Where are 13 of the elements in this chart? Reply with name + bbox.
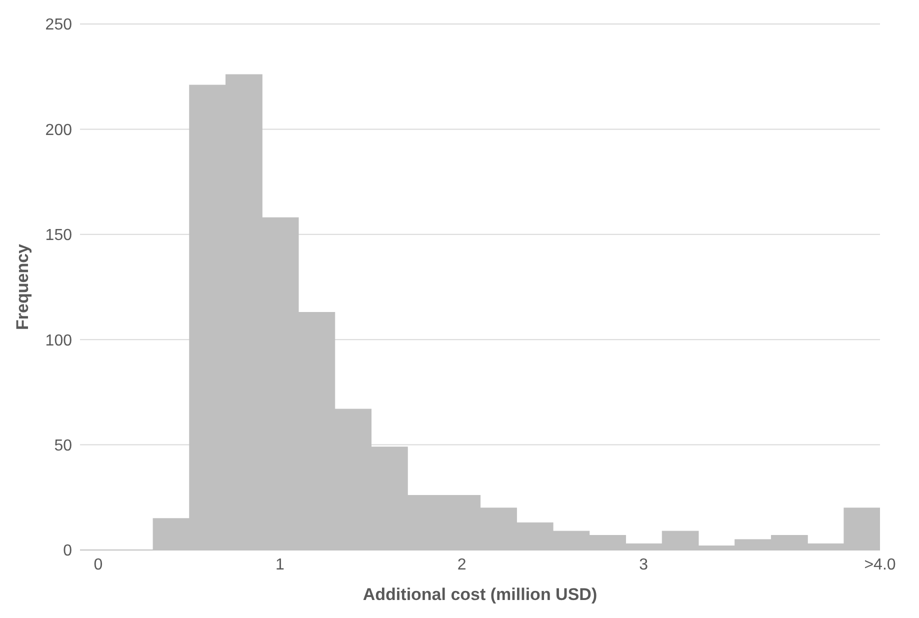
y-tick-label: 100	[45, 332, 72, 350]
x-axis-title: Additional cost (million USD)	[362, 585, 598, 604]
x-tick-label: 0	[94, 556, 103, 574]
y-tick-label: 200	[45, 122, 72, 139]
x-tick-label: 3	[639, 556, 648, 574]
y-tick-label: 50	[54, 437, 72, 454]
y-tick-label: 250	[45, 16, 72, 34]
x-tick-label: 1	[276, 556, 285, 574]
y-tick-label: 0	[63, 542, 72, 560]
x-tick-label: 2	[457, 556, 466, 574]
x-tick-label: >4.0	[864, 556, 896, 574]
y-tick-label: 150	[45, 227, 72, 244]
y-axis-title: Frequency	[13, 243, 32, 330]
